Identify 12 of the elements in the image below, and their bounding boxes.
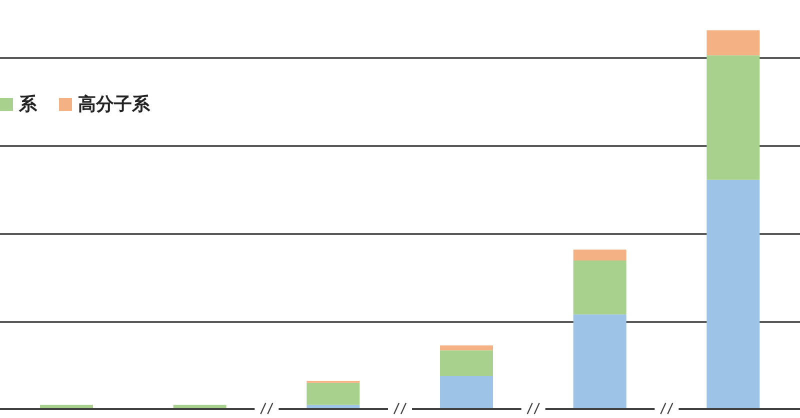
legend-label: 高分子系 (78, 93, 150, 116)
bar (573, 314, 626, 409)
bar (706, 180, 760, 409)
bar (440, 376, 493, 409)
bar (706, 30, 760, 56)
bar (573, 250, 626, 261)
bar (573, 260, 626, 314)
bar (440, 345, 493, 350)
legend-label: 系 (19, 93, 37, 116)
bar (440, 350, 493, 376)
bar (306, 382, 360, 405)
bar (706, 55, 760, 180)
